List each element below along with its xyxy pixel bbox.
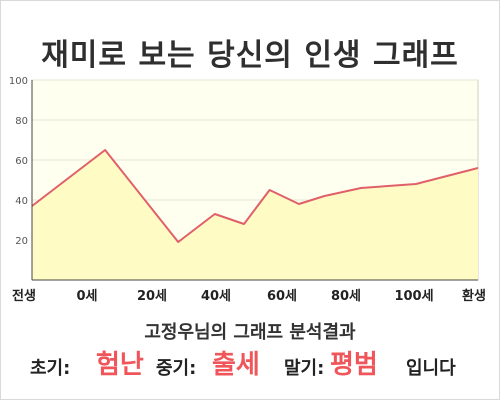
y-tick-label: 60 <box>15 156 28 167</box>
x-tick-label: 20세 <box>137 289 167 304</box>
y-tick-label: 40 <box>15 196 28 207</box>
life-area <box>32 150 478 280</box>
x-tick-label: 40세 <box>201 289 231 304</box>
x-tick-label: 80세 <box>331 289 361 304</box>
life-line <box>31 149 479 243</box>
late-label: 말기: <box>284 358 325 379</box>
result-suffix: 입니다 <box>406 358 456 379</box>
mid-label: 중기: <box>156 358 197 379</box>
x-tick-label: 환생 <box>462 288 486 304</box>
x-tick-label: 전생 <box>12 288 36 304</box>
late-value: 평범 <box>330 350 378 380</box>
y-tick-label: 80 <box>15 116 28 127</box>
early-label: 초기: <box>30 358 71 379</box>
x-tick-label: 0세 <box>76 289 97 304</box>
x-tick-labels: 전생 0세 20세 40세 60세 80세 100세 환생 <box>12 288 486 304</box>
chart-title: 재미로 보는 당신의 인생 그래프 <box>41 38 459 73</box>
mid-value: 출세 <box>212 350 260 380</box>
y-tick-label: 20 <box>15 236 28 247</box>
early-value: 험난 <box>96 350 144 380</box>
y-tick-label: 100 <box>9 76 28 87</box>
y-tick-labels: 100 80 60 40 20 <box>9 76 28 247</box>
analysis-title: 고정우님의 그래프 분석결과 <box>144 322 356 343</box>
x-tick-label: 60세 <box>267 289 297 304</box>
x-tick-label: 100세 <box>394 289 433 304</box>
analysis-result: 초기: 험난 중기: 출세 말기: 평범 입니다 <box>0 344 500 384</box>
